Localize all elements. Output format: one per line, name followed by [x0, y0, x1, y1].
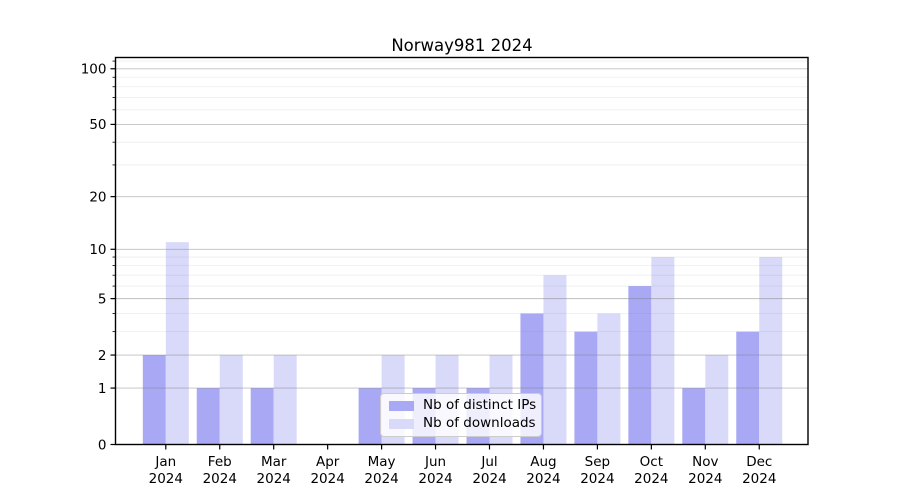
legend-swatch-distinct-ips: [389, 401, 414, 411]
bar-downloads: [273, 355, 297, 445]
bar-distinct-ips: [142, 355, 166, 445]
y-tick-label: 50: [89, 117, 106, 133]
x-axis-ticks: [165, 444, 760, 450]
x-tick-label: Oct 2024: [634, 454, 668, 487]
legend-label-downloads: Nb of downloads: [423, 415, 536, 432]
bar-distinct-ips: [682, 388, 706, 445]
bar-downloads: [651, 257, 675, 445]
y-gridlines-minor: [115, 60, 808, 333]
x-tick-label: Nov 2024: [688, 454, 722, 487]
y-tick-label: 10: [89, 242, 106, 258]
x-tick-label: Jan 2024: [149, 454, 183, 487]
y-axis-labels: 0 1 2 5 10 20 50 100: [81, 62, 107, 454]
y-tick-label: 1: [98, 381, 107, 397]
x-tick-label: May 2024: [364, 454, 398, 487]
chart-title: Norway981 2024: [391, 36, 533, 55]
y-tick-label: 2: [98, 348, 107, 364]
y-axis-minor-ticks: [112, 60, 116, 333]
x-tick-label: Jul 2024: [472, 454, 506, 487]
bar-downloads: [165, 242, 189, 445]
bar-distinct-ips: [628, 286, 652, 445]
bar-distinct-ips: [250, 388, 274, 445]
y-tick-label: 5: [98, 291, 107, 307]
x-tick-label: Sep 2024: [580, 454, 614, 487]
y-tick-label: 20: [89, 189, 106, 205]
y-axis-ticks: [110, 68, 116, 446]
x-tick-label: Dec 2024: [742, 454, 776, 487]
bar-downloads: [759, 257, 783, 445]
plot-frame: [114, 56, 809, 446]
bar-downloads: [597, 313, 621, 445]
x-tick-label: Feb 2024: [203, 454, 237, 487]
legend-swatch-downloads: [389, 419, 414, 429]
x-tick-label: Jun 2024: [418, 454, 452, 487]
y-tick-label: 0: [98, 437, 107, 453]
bar-downloads: [705, 355, 729, 445]
y-tick-label: 100: [81, 62, 107, 78]
legend-item-distinct-ips: Nb of distinct IPs: [389, 397, 537, 414]
bar-distinct-ips: [196, 388, 220, 445]
y-gridlines-major: [115, 68, 808, 389]
bar-distinct-ips: [358, 388, 382, 445]
legend-label-distinct-ips: Nb of distinct IPs: [423, 397, 537, 414]
legend-item-downloads: Nb of downloads: [389, 415, 536, 432]
bar-downloads: [219, 355, 243, 445]
x-tick-label: Aug 2024: [526, 454, 560, 487]
x-axis-labels: Jan 2024 Feb 2024 Mar 2024 Apr 2024 May 2024 Jun 20…: [149, 454, 777, 487]
x-tick-label: Mar 2024: [257, 454, 291, 487]
legend: Nb of distinct IPs Nb of downloads: [380, 393, 542, 437]
bar-downloads: [543, 275, 567, 445]
bars-downloads: [165, 242, 783, 445]
x-tick-label: Apr 2024: [310, 454, 344, 487]
